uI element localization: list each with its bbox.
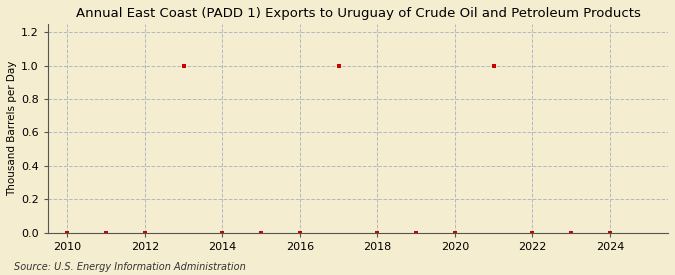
Title: Annual East Coast (PADD 1) Exports to Uruguay of Crude Oil and Petroleum Product: Annual East Coast (PADD 1) Exports to Ur… [76,7,641,20]
Text: Source: U.S. Energy Information Administration: Source: U.S. Energy Information Administ… [14,262,245,272]
Y-axis label: Thousand Barrels per Day: Thousand Barrels per Day [7,60,17,196]
